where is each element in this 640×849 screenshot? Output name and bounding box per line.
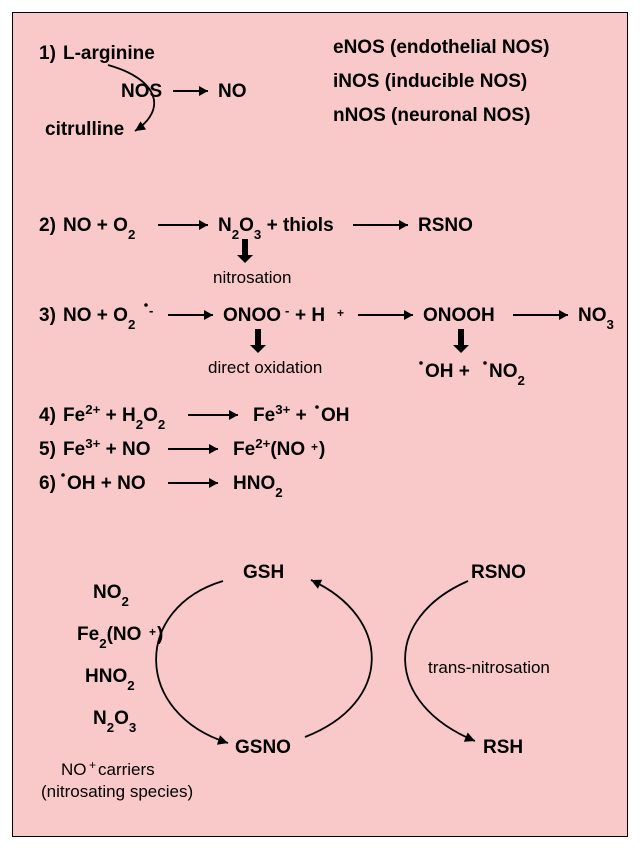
s3-h: + H [295,305,325,326]
carriers-title-b: carriers [98,760,155,779]
s3-lhs-minus: - [149,303,153,318]
isoform-1: iNOS (inducible NOS) [333,71,527,92]
figure-panel: 1) L-arginine NOS NO citrulline eNOS (endothe… [12,12,628,837]
svg-text:+: + [311,440,318,454]
s3-oh: OH + [425,361,470,382]
carriers-title-a: NO [61,760,87,779]
s3-direct-ox: direct oxidation [208,358,322,377]
s3-num: 3) [39,305,56,326]
carriers-sub: (nitrosating species) [41,782,193,801]
s5-num: 5) [39,439,56,460]
isoform-0: eNOS (endothelial NOS) [333,37,549,58]
s3-onoo: ONOO [223,305,281,326]
s1-arginine: L-arginine [63,43,155,64]
svg-text:+: + [337,306,344,320]
s1-citrulline: citrulline [45,119,124,140]
rsh: RSH [483,737,523,758]
s6-lhs: OH + NO [67,473,146,494]
s5-rhs2: ) [319,439,325,460]
isoform-2: nNOS (neuronal NOS) [333,105,530,126]
s3-onooh: ONOOH [423,305,495,326]
s4-rhs2: OH [321,405,350,426]
s5-lhs: Fe3+ + NO [63,436,151,461]
s1-num: 1) [39,43,56,64]
figure-frame: 1) L-arginine NOS NO citrulline eNOS (endothe… [0,0,640,849]
carriers-title-sup: + [89,758,96,772]
s4-num: 4) [39,405,56,426]
rsno: RSNO [471,562,526,583]
s6-num: 6) [39,473,56,494]
s1-no: NO [218,81,247,102]
gsh: GSH [243,562,284,583]
svg-text:-: - [285,303,289,318]
s2-nitrosation: nitrosation [213,268,291,287]
s1-nos: NOS [121,81,162,102]
carrier-1sup: + [149,625,156,639]
s2-num: 2) [39,215,56,236]
s2-rhs: RSNO [418,215,473,236]
gsno: GSNO [235,737,291,758]
trans-nitrosation: trans-nitrosation [428,658,550,677]
diagram-svg: 1) L-arginine NOS NO citrulline eNOS (endothe… [13,13,627,836]
